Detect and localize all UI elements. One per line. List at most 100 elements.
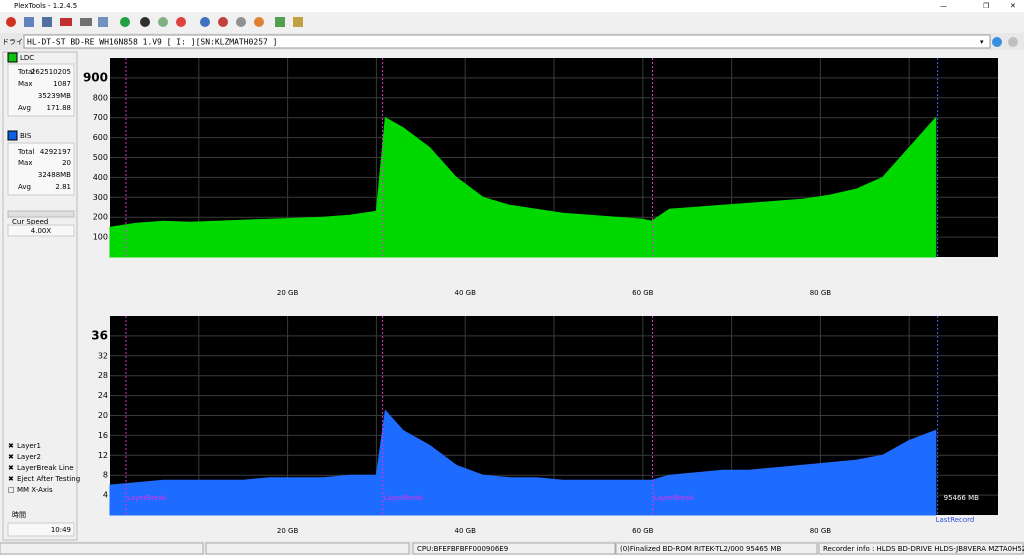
layer-break-label: LayerBreak <box>127 494 168 502</box>
checkbox[interactable]: ✖ <box>8 453 14 461</box>
option-label: Layer1 <box>17 442 41 450</box>
y-tick-label: 12 <box>98 451 108 460</box>
time-box <box>7 522 75 537</box>
status-cell <box>818 542 1024 555</box>
speed-value: 4.00X <box>31 227 52 235</box>
y-tick-label: 20 <box>98 411 108 420</box>
stat-label: Total <box>17 68 34 76</box>
status-text: (0)Finalized BD-ROM RITEK-TL2/000 95465 … <box>620 545 781 553</box>
stat-value: 35239MB <box>38 92 71 100</box>
minimize[interactable]: — <box>940 2 947 10</box>
tool-button[interactable] <box>236 17 246 27</box>
tool-button[interactable] <box>60 18 72 26</box>
ldc-label: LDC <box>20 54 34 62</box>
checkbox[interactable]: ✖ <box>8 464 14 472</box>
option-label: Eject After Testing <box>17 475 80 483</box>
time-label: 時間 <box>12 511 26 519</box>
y-tick-label: 36 <box>91 328 108 342</box>
status-cell <box>0 542 204 555</box>
close[interactable]: ✕ <box>1010 2 1016 10</box>
stat-label: Avg <box>18 183 31 191</box>
stat-value: 262510205 <box>31 68 71 76</box>
bis-box <box>7 142 75 196</box>
data-area <box>109 116 937 258</box>
status-text: CPU:BFEFBFBFF000906E9 <box>417 545 508 553</box>
y-tick-label: 100 <box>93 233 108 242</box>
y-tick-label: 900 <box>83 70 108 84</box>
x-tick-label: 20 GB <box>277 527 299 535</box>
y-tick-label: 400 <box>93 173 108 182</box>
y-tick-label: 4 <box>103 491 108 500</box>
speed-bar <box>7 210 75 218</box>
y-tick-label: 16 <box>98 431 108 440</box>
tool-button[interactable] <box>24 17 34 27</box>
stat-value: 1087 <box>53 80 71 88</box>
option-label: MM X-Axis <box>17 486 53 494</box>
y-tick-label: 24 <box>98 391 108 400</box>
stat-value: 32488MB <box>38 171 71 179</box>
ldc-swatch <box>7 52 18 63</box>
tool-button[interactable] <box>80 18 92 26</box>
drive-select[interactable] <box>23 34 991 49</box>
stat-value: 4292197 <box>40 148 71 156</box>
option-label: LayerBreak Line <box>17 464 74 472</box>
time-value: 10:49 <box>51 526 71 534</box>
stat-value: 171.88 <box>47 104 72 112</box>
last-record-label: LastRecord <box>936 516 975 524</box>
bis-swatch <box>7 130 18 141</box>
tool-button[interactable] <box>293 17 303 27</box>
tool-button[interactable] <box>158 17 168 27</box>
layer-break-label: LayerBreak <box>654 494 695 502</box>
y-tick-label: 8 <box>103 471 108 480</box>
tool-button[interactable] <box>176 17 186 27</box>
tool-button[interactable] <box>6 17 16 27</box>
x-tick-label: 40 GB <box>455 289 477 297</box>
checkbox[interactable]: ✖ <box>8 442 14 450</box>
speed-label: Cur Speed <box>12 218 48 226</box>
checkbox[interactable]: ✖ <box>8 475 14 483</box>
status-cell <box>615 542 818 555</box>
tool-button[interactable] <box>200 17 210 27</box>
stat-label: Max <box>18 80 32 88</box>
status-cell <box>412 542 616 555</box>
x-tick-label: 80 GB <box>810 527 832 535</box>
tool-button[interactable] <box>42 17 52 27</box>
stat-label: Avg <box>18 104 31 112</box>
x-tick-label: 60 GB <box>632 527 654 535</box>
status-cell <box>205 542 410 555</box>
tool-button[interactable] <box>120 17 130 27</box>
status-text: Recorder info : HLDS BD-DRIVE HLDS-JB8VE… <box>823 545 1024 553</box>
refresh-button[interactable] <box>992 37 1002 47</box>
speed-box <box>7 224 75 237</box>
dropdown-arrow[interactable]: ▾ <box>980 38 984 46</box>
stat-value: 2.81 <box>55 183 71 191</box>
stat-label: Max <box>18 159 32 167</box>
tool-button[interactable] <box>98 17 108 27</box>
data-area <box>109 409 937 516</box>
stat-value: 20 <box>62 159 71 167</box>
info-button[interactable] <box>1008 37 1018 47</box>
x-tick-label: 80 GB <box>810 289 832 297</box>
tool-button[interactable] <box>140 17 150 27</box>
y-tick-label: 32 <box>98 351 108 360</box>
tool-button[interactable] <box>218 17 228 27</box>
tool-button[interactable] <box>254 17 264 27</box>
toolbar <box>6 17 303 27</box>
y-tick-label: 700 <box>93 113 108 122</box>
checkbox[interactable]: □ <box>8 486 15 494</box>
bis-label: BIS <box>20 132 32 140</box>
ldc-box <box>7 63 75 117</box>
left-panel: LDC Total 262510205 Max 1087 35239MB Avg… <box>2 51 78 541</box>
drive-name: HL-DT-ST BD-RE WH16N858 1.V9 [ I: ][SN:K… <box>27 38 277 47</box>
option-label: Layer2 <box>17 453 41 461</box>
end-label: 95466 MB <box>944 494 980 502</box>
maximize[interactable]: ❐ <box>983 2 989 10</box>
tool-button[interactable] <box>275 17 285 27</box>
window-title: PlexTools - 1.2.4.5 <box>14 2 77 10</box>
y-tick-label: 200 <box>93 213 108 222</box>
x-tick-label: 20 GB <box>277 289 299 297</box>
stat-label: Total <box>17 148 34 156</box>
x-tick-label: 60 GB <box>632 289 654 297</box>
charts: 100 200 300 400 500 600 700 800 900 20 GB 40 GB 60 … <box>83 58 998 535</box>
